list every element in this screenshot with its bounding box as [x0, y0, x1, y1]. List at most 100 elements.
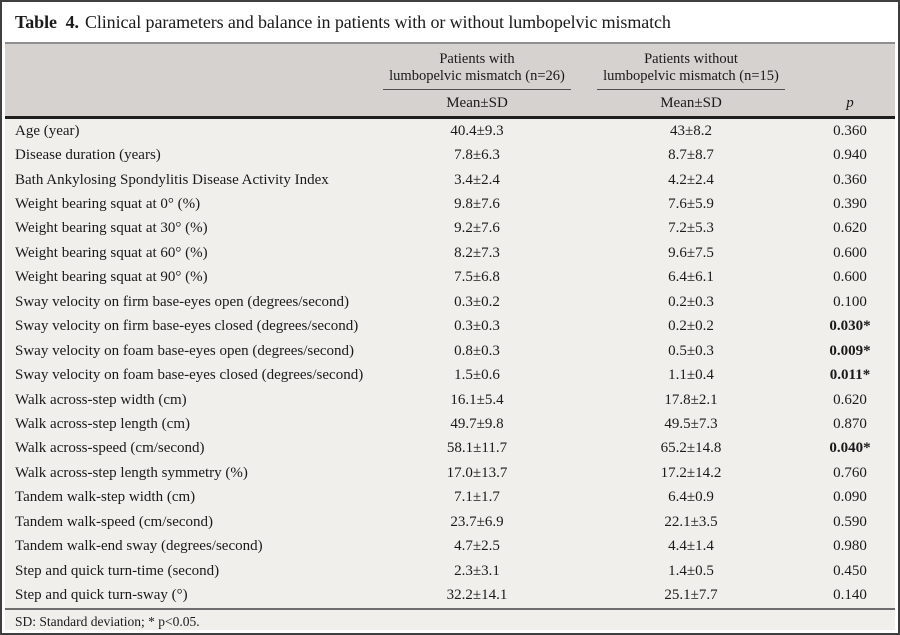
parameter-cell: Age (year) [15, 122, 80, 139]
without-mismatch-value-cell: 4.4±1.4 [668, 538, 714, 555]
group-header-with-mismatch: Patients with lumbopelvic mismatch (n=26… [377, 51, 577, 90]
with-mismatch-value-cell: 7.1±1.7 [454, 489, 500, 506]
parameter-cell: Walk across-step width (cm) [15, 391, 187, 408]
parameter-cell: Walk across-step length (cm) [15, 415, 190, 432]
parameter-cell: Sway velocity on firm base-eyes open (de… [15, 293, 350, 310]
without-mismatch-value-cell: 7.2±5.3 [668, 220, 714, 237]
parameter-cell: Tandem walk-end sway (degrees/second) [15, 538, 263, 555]
with-mismatch-value-cell: 23.7±6.9 [450, 513, 504, 530]
parameter-cell: Tandem walk-speed (cm/second) [15, 513, 214, 530]
p-value-cell: 0.600 [833, 269, 867, 286]
table-row: Sway velocity on firm base-eyes open (de… [5, 290, 895, 314]
table-header: Patients with lumbopelvic mismatch (n=26… [5, 42, 895, 119]
with-mismatch-value-cell: 58.1±11.7 [446, 440, 508, 457]
p-value-cell: 0.620 [833, 220, 867, 237]
parameter-column-spacer [5, 51, 377, 90]
table-body: Age (year) 40.4±9.3 43±8.2 0.360 Disease… [5, 119, 895, 608]
parameter-cell: Sway velocity on foam base-eyes closed (… [15, 367, 364, 384]
p-value-cell: 0.009* [829, 342, 871, 359]
with-mismatch-value-cell: 0.3±0.2 [454, 293, 500, 310]
without-mismatch-value-cell: 65.2±14.8 [660, 440, 722, 457]
p-value-cell: 0.140 [833, 587, 867, 604]
without-mismatch-value-cell: 6.4±0.9 [668, 489, 714, 506]
p-value-cell: 0.360 [833, 122, 867, 139]
table-row: Step and quick turn-sway (°) 32.2±14.1 2… [5, 583, 895, 607]
p-value-cell: 0.620 [833, 391, 867, 408]
mean-sd-header: Mean±SD [660, 94, 722, 111]
group-header-row: Patients with lumbopelvic mismatch (n=26… [5, 44, 895, 90]
with-mismatch-value-cell: 0.3±0.3 [454, 318, 500, 335]
p-value-cell: 0.100 [833, 293, 867, 310]
parameter-cell: Weight bearing squat at 0° (%) [15, 196, 201, 213]
table-row: Sway velocity on foam base-eyes open (de… [5, 339, 895, 363]
parameter-cell: Sway velocity on firm base-eyes closed (… [15, 318, 359, 335]
without-mismatch-value-cell: 6.4±6.1 [668, 269, 714, 286]
without-mismatch-value-cell: 8.7±8.7 [668, 147, 714, 164]
without-mismatch-value-cell: 7.6±5.9 [668, 196, 714, 213]
p-value-cell: 0.030* [829, 318, 871, 335]
table-row: Weight bearing squat at 30° (%) 9.2±7.6 … [5, 217, 895, 241]
p-value-cell: 0.980 [833, 538, 867, 555]
with-mismatch-value-cell: 7.8±6.3 [454, 147, 500, 164]
table-row: Walk across-step width (cm) 16.1±5.4 17.… [5, 388, 895, 412]
parameter-cell: Bath Ankylosing Spondylitis Disease Acti… [15, 171, 329, 188]
p-value-cell: 0.090 [833, 489, 867, 506]
parameter-cell: Weight bearing squat at 90° (%) [15, 269, 208, 286]
subheader-row: Mean±SD Mean±SD p [5, 90, 895, 116]
p-value-cell: 0.360 [833, 171, 867, 188]
table-row: Step and quick turn-time (second) 2.3±3.… [5, 559, 895, 583]
p-value-cell: 0.040* [829, 440, 871, 457]
with-mismatch-value-cell: 4.7±2.5 [454, 538, 500, 555]
p-value-cell: 0.450 [833, 562, 867, 579]
parameter-cell: Weight bearing squat at 30° (%) [15, 220, 208, 237]
group-header-without-mismatch: Patients without lumbopelvic mismatch (n… [577, 51, 805, 90]
with-mismatch-value-cell: 3.4±2.4 [454, 171, 500, 188]
table-row: Disease duration (years) 7.8±6.3 8.7±8.7… [5, 143, 895, 167]
with-mismatch-value-cell: 32.2±14.1 [446, 587, 508, 604]
without-mismatch-value-cell: 49.5±7.3 [664, 415, 718, 432]
with-mismatch-value-cell: 7.5±6.8 [454, 269, 500, 286]
with-mismatch-value-cell: 16.1±5.4 [450, 391, 504, 408]
group-header-rule [383, 89, 571, 90]
parameter-cell: Disease duration (years) [15, 147, 161, 164]
p-column-spacer [805, 51, 895, 90]
with-mismatch-value-cell: 17.0±13.7 [446, 464, 508, 481]
p-value-cell: 0.760 [833, 464, 867, 481]
parameter-cell: Tandem walk-step width (cm) [15, 489, 196, 506]
table-row: Tandem walk-end sway (degrees/second) 4.… [5, 534, 895, 558]
parameter-cell: Walk across-step length symmetry (%) [15, 464, 248, 481]
with-mismatch-value-cell: 49.7±9.8 [450, 415, 504, 432]
with-mismatch-value-cell: 8.2±7.3 [454, 244, 500, 261]
with-mismatch-value-cell: 0.8±0.3 [454, 342, 500, 359]
table-title-text: Clinical parameters and balance in patie… [84, 11, 671, 32]
without-mismatch-value-cell: 17.8±2.1 [664, 391, 718, 408]
table-footnote: SD: Standard deviation; * p<0.05. [5, 607, 895, 630]
parameter-cell: Step and quick turn-time (second) [15, 562, 220, 579]
without-mismatch-value-cell: 43±8.2 [670, 122, 712, 139]
without-mismatch-value-cell: 4.2±2.4 [668, 171, 714, 188]
without-mismatch-value-cell: 0.2±0.2 [668, 318, 714, 335]
table-row: Age (year) 40.4±9.3 43±8.2 0.360 [5, 119, 895, 143]
p-value-cell: 0.390 [833, 196, 867, 213]
without-mismatch-value-cell: 9.6±7.5 [668, 244, 714, 261]
table-row: Weight bearing squat at 0° (%) 9.8±7.6 7… [5, 192, 895, 216]
with-mismatch-value-cell: 9.2±7.6 [454, 220, 500, 237]
table-row: Sway velocity on foam base-eyes closed (… [5, 363, 895, 387]
with-mismatch-value-cell: 2.3±3.1 [454, 562, 500, 579]
p-column-header: p [846, 94, 854, 111]
group-header-label: Patients with lumbopelvic mismatch (n=26… [389, 51, 565, 84]
table-row: Tandem walk-step width (cm) 7.1±1.7 6.4±… [5, 486, 895, 510]
table-number-label: Table 4. [15, 11, 79, 32]
parameter-cell: Sway velocity on foam base-eyes open (de… [15, 342, 355, 359]
table-row: Weight bearing squat at 90° (%) 7.5±6.8 … [5, 266, 895, 290]
with-mismatch-value-cell: 9.8±7.6 [454, 196, 500, 213]
with-mismatch-value-cell: 40.4±9.3 [450, 122, 504, 139]
group-header-label: Patients without lumbopelvic mismatch (n… [603, 51, 779, 84]
table-title: Table 4. Clinical parameters and balance… [5, 2, 895, 42]
without-mismatch-value-cell: 25.1±7.7 [664, 587, 718, 604]
table-row: Walk across-speed (cm/second) 58.1±11.7 … [5, 437, 895, 461]
p-value-cell: 0.940 [833, 147, 867, 164]
without-mismatch-value-cell: 22.1±3.5 [664, 513, 718, 530]
table-row: Walk across-step length (cm) 49.7±9.8 49… [5, 412, 895, 436]
without-mismatch-value-cell: 0.5±0.3 [668, 342, 714, 359]
